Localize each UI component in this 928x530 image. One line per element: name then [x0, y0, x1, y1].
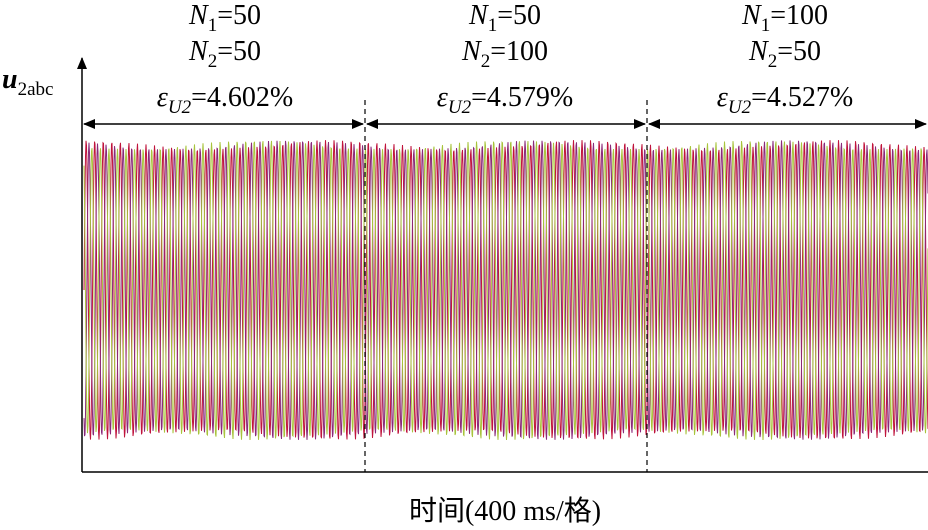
text-run: =4.602%	[191, 82, 293, 113]
segment-label: N1=50	[188, 0, 261, 36]
x-label: 时间(400 ms/格)	[409, 495, 601, 527]
text-run: u	[2, 64, 18, 95]
subscript: U2	[168, 97, 192, 118]
text-run: =50	[217, 36, 261, 67]
waveform	[83, 140, 928, 441]
text-run: N	[748, 36, 769, 67]
subscript: 2	[768, 51, 778, 72]
text-run: N	[468, 0, 489, 31]
subscript: 2abc	[18, 79, 54, 100]
subscript: 1	[208, 15, 218, 36]
subscript: 2	[208, 51, 218, 72]
text-run: =50	[217, 0, 261, 31]
text-run: ε	[157, 82, 168, 113]
segment-label: N2=50	[748, 36, 821, 72]
text-run: =4.579%	[471, 82, 573, 113]
subscript: 1	[761, 15, 771, 36]
subscript: U2	[728, 97, 752, 118]
subscript: U2	[448, 97, 472, 118]
subscript: 1	[488, 15, 498, 36]
text-run: =50	[777, 36, 821, 67]
text-run: =50	[497, 0, 541, 31]
segment-label: N1=100	[741, 0, 828, 36]
text-run: N	[461, 36, 482, 67]
y-label: u2abc	[2, 64, 54, 100]
segment-label: N2=100	[461, 36, 548, 72]
waveform	[83, 140, 928, 440]
text-run: N	[741, 0, 762, 31]
text-run: =4.527%	[751, 82, 853, 113]
segment-label: N1=50	[468, 0, 541, 36]
segment-label: εU2=4.579%	[437, 82, 573, 118]
text-run: =100	[770, 0, 828, 31]
text-run: =100	[490, 36, 548, 67]
text-run: ε	[437, 82, 448, 113]
text-run: ε	[717, 82, 728, 113]
text-run: N	[188, 36, 209, 67]
segment-label: εU2=4.527%	[717, 82, 853, 118]
subscript: 2	[481, 51, 491, 72]
text-run: N	[188, 0, 209, 31]
segment-label: εU2=4.602%	[157, 82, 293, 118]
segment-label: N2=50	[188, 36, 261, 72]
waveforms	[83, 140, 928, 441]
